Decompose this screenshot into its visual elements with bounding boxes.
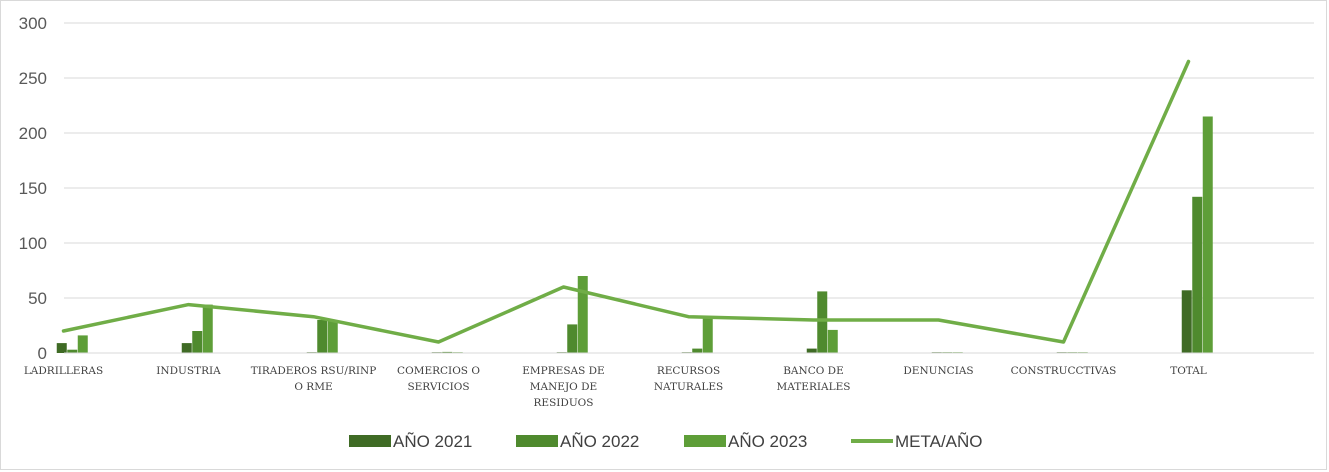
bar (806, 348, 817, 353)
x-tick-label: RECURSOS (657, 365, 720, 377)
x-tick-label: DENUNCIAS (903, 365, 973, 377)
x-tick-label: EMPRESAS DE (522, 365, 604, 377)
bar (817, 291, 828, 353)
gridlines (64, 22, 1314, 354)
bar (1192, 196, 1203, 353)
bar (317, 320, 328, 353)
meta-line (61, 59, 1191, 344)
bar (67, 349, 78, 353)
y-tick-label: 0 (38, 344, 47, 363)
x-tick-label: O RME (294, 381, 332, 393)
legend-swatch (516, 435, 558, 447)
legend-item: AÑO 2023 (684, 432, 807, 451)
y-tick-label: 150 (19, 179, 47, 198)
x-tick-label: LADRILLERAS (24, 365, 103, 377)
legend-label: AÑO 2021 (393, 432, 472, 451)
bars (56, 116, 1213, 353)
bar (181, 343, 192, 353)
legend-item: AÑO 2021 (349, 432, 472, 451)
bar (327, 320, 338, 353)
x-tick-label: TOTAL (1170, 365, 1207, 377)
x-tick-label: TIRADEROS RSU/RINP (251, 365, 377, 377)
y-tick-label: 200 (19, 124, 47, 143)
bar (77, 335, 88, 353)
y-axis: 0 50 100 150 200 250 300 (19, 14, 47, 363)
legend: AÑO 2021 AÑO 2022 AÑO 2023 META/AÑO (349, 432, 983, 451)
x-tick-label: INDUSTRIA (156, 365, 221, 377)
x-tick-label: COMERCIOS O (397, 365, 480, 377)
x-tick-label: CONSTRUCCTIVAS (1011, 365, 1117, 377)
legend-label: AÑO 2023 (728, 432, 807, 451)
x-tick-label: NATURALES (654, 381, 723, 393)
y-tick-label: 300 (19, 14, 47, 33)
legend-item: AÑO 2022 (516, 432, 639, 451)
x-axis: LADRILLERAS INDUSTRIA TIRADEROS RSU/RINP O … (24, 352, 1314, 409)
legend-item: META/AÑO (851, 432, 983, 451)
x-tick-label: SERVICIOS (407, 381, 469, 393)
bar (1181, 290, 1192, 353)
x-tick-label: BANCO DE (783, 365, 844, 377)
legend-label: META/AÑO (895, 432, 983, 451)
bar (202, 304, 213, 353)
legend-swatch (684, 435, 726, 447)
bar (577, 276, 588, 353)
y-tick-label: 50 (28, 289, 47, 308)
x-tick-label: MANEJO DE (530, 381, 597, 393)
x-tick-label: MATERIALES (777, 381, 851, 393)
bar (56, 343, 67, 353)
bar (702, 317, 713, 353)
bar (567, 324, 578, 353)
meta-line-path (61, 59, 1191, 344)
bar (442, 351, 453, 353)
bar (692, 348, 703, 353)
bar (1202, 116, 1213, 353)
x-tick-label: RESIDUOS (534, 397, 594, 409)
legend-swatch (349, 435, 391, 447)
bar (192, 331, 203, 353)
legend-label: AÑO 2022 (560, 432, 639, 451)
y-tick-label: 250 (19, 69, 47, 88)
bar (827, 329, 838, 353)
y-tick-label: 100 (19, 234, 47, 253)
